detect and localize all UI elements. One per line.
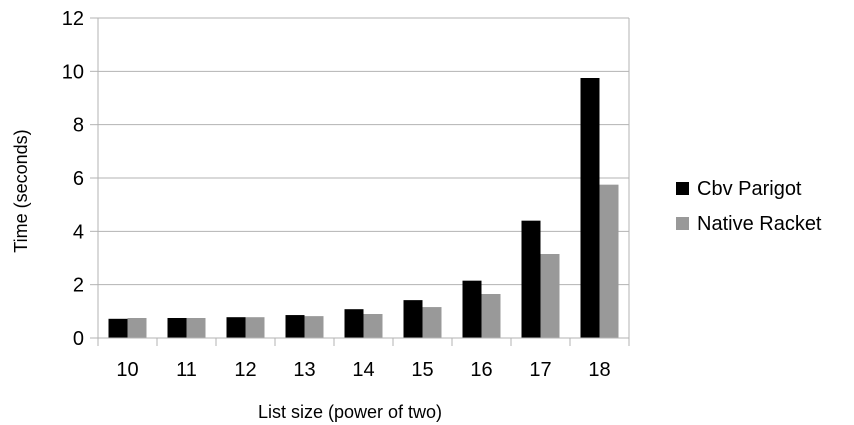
x-axis-title: List size (power of two)	[258, 402, 442, 422]
bar-cbv-parigot	[580, 78, 600, 338]
y-axis-title: Time (seconds)	[11, 129, 31, 252]
x-tick-label: 10	[116, 359, 138, 381]
legend-label: Cbv Parigot	[697, 178, 802, 200]
bar-native-racket	[304, 316, 324, 338]
bar-cbv-parigot	[108, 318, 128, 338]
bar-native-racket	[422, 307, 442, 338]
y-tick-label: 0	[73, 328, 84, 350]
bar-native-racket	[186, 318, 206, 338]
bar-native-racket	[599, 184, 619, 338]
bar-cbv-parigot	[521, 220, 541, 338]
legend-swatch	[676, 182, 689, 195]
x-tick-label: 16	[470, 359, 492, 381]
y-tick-label: 4	[73, 221, 84, 243]
bar-cbv-parigot	[344, 309, 364, 338]
legend: Cbv Parigot Native Racket	[676, 178, 822, 235]
bar-cbv-parigot	[167, 318, 187, 338]
x-tick-label: 11	[176, 359, 197, 381]
x-tick-label: 18	[588, 359, 610, 381]
x-tick-labels: 10 11 12 13 14 15 16 17 18	[116, 359, 610, 381]
bar-cbv-parigot	[462, 280, 482, 338]
x-tick-label: 17	[529, 359, 551, 381]
bar-native-racket	[245, 317, 265, 338]
bar-cbv-parigot	[285, 315, 305, 338]
y-tick-label: 8	[73, 115, 84, 137]
bar-native-racket	[127, 318, 147, 338]
x-tick-label: 13	[293, 359, 315, 381]
bar-native-racket	[540, 254, 560, 338]
y-tick-labels: 0 2 4 6 8 10 12	[62, 8, 84, 350]
y-tick-label: 6	[73, 168, 84, 190]
legend-swatch	[676, 217, 689, 230]
legend-label: Native Racket	[697, 213, 822, 235]
bars	[108, 78, 619, 338]
axes	[97, 18, 630, 346]
y-tick-label: 10	[62, 61, 84, 83]
bar-native-racket	[481, 294, 501, 338]
y-tick-label: 12	[62, 8, 84, 30]
bar-cbv-parigot	[226, 317, 246, 338]
bar-cbv-parigot	[403, 300, 423, 338]
x-tick-label: 12	[234, 359, 256, 381]
y-tick-label: 2	[73, 275, 84, 297]
bar-native-racket	[363, 314, 383, 338]
x-tick-label: 15	[411, 359, 433, 381]
x-tick-label: 14	[352, 359, 374, 381]
